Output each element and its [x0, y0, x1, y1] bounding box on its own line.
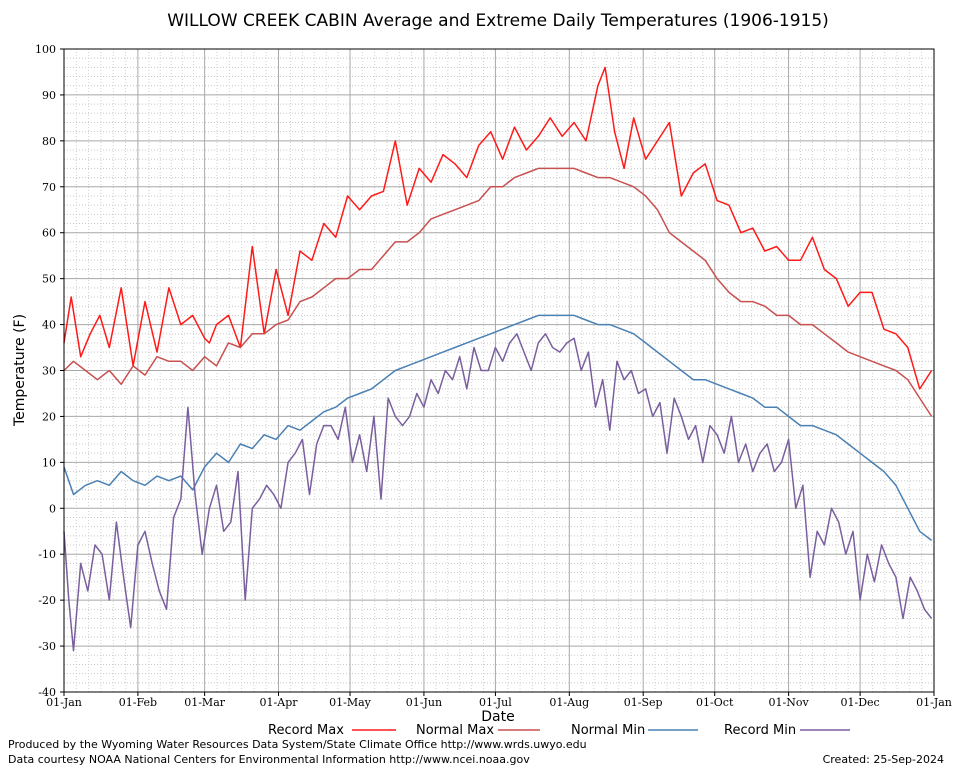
legend-label-record-max: Record Max — [268, 723, 344, 738]
y-tick-label: 90 — [42, 89, 56, 102]
x-tick-label: 01-Mar — [184, 696, 226, 709]
y-axis-ticks: -40 -30 -20 -10 0 10 20 30 40 50 60 70 80 90 100 — [35, 43, 64, 699]
legend: Record Max Normal Max Normal Min Record Min — [268, 723, 850, 738]
legend-label-normal-max: Normal Max — [416, 723, 494, 738]
x-tick-label: 01-Dec — [841, 696, 880, 709]
legend-label-record-min: Record Min — [724, 723, 796, 738]
y-tick-label: 10 — [42, 456, 56, 469]
y-tick-label: 40 — [42, 319, 56, 332]
x-axis-ticks: 01-Jan 01-Feb 01-Mar 01-Apr 01-May 01-Jun 01-J… — [46, 692, 952, 709]
x-tick-label: 01-Aug — [549, 696, 589, 709]
y-axis-label: Temperature (F) — [12, 314, 28, 427]
x-tick-label: 01-Oct — [696, 696, 734, 709]
legend-label-normal-min: Normal Min — [571, 723, 645, 738]
footer-created-date: Created: 25-Sep-2024 — [823, 753, 944, 766]
y-tick-label: 0 — [49, 502, 56, 515]
y-tick-label: 30 — [42, 365, 56, 378]
x-tick-label: 01-Jul — [479, 696, 512, 709]
series-layer — [63, 66, 933, 652]
y-tick-label: 70 — [42, 181, 56, 194]
chart-title: WILLOW CREEK CABIN Average and Extreme D… — [167, 11, 829, 31]
series-line-normal-min — [63, 314, 933, 541]
footer-produced-by: Produced by the Wyoming Water Resources … — [8, 738, 587, 751]
y-tick-label: 80 — [42, 135, 56, 148]
series-line-record-max — [63, 66, 933, 390]
y-tick-label: -20 — [38, 594, 56, 607]
x-tick-label: 01-Jun — [406, 696, 442, 709]
x-tick-label: 01-Sep — [624, 696, 663, 709]
x-tick-label: 01-Feb — [119, 696, 157, 709]
x-axis-label: Date — [481, 709, 514, 725]
series-line-record-min — [63, 333, 933, 652]
y-tick-label: -10 — [38, 548, 56, 561]
footer-data-courtesy: Data courtesy NOAA National Centers for … — [8, 753, 530, 766]
x-tick-label: 01-Nov — [769, 696, 810, 709]
x-tick-label: 01-Jan — [916, 696, 952, 709]
series-line-normal-max — [63, 167, 933, 417]
y-tick-label: 20 — [42, 410, 56, 423]
x-tick-label: 01-Jan — [46, 696, 82, 709]
y-tick-label: 60 — [42, 227, 56, 240]
y-tick-label: 50 — [42, 273, 56, 286]
x-tick-label: 01-Apr — [260, 696, 299, 709]
y-tick-label: -40 — [38, 686, 56, 699]
y-tick-label: -30 — [38, 640, 56, 653]
x-tick-label: 01-May — [329, 696, 372, 709]
y-tick-label: 100 — [35, 43, 56, 56]
